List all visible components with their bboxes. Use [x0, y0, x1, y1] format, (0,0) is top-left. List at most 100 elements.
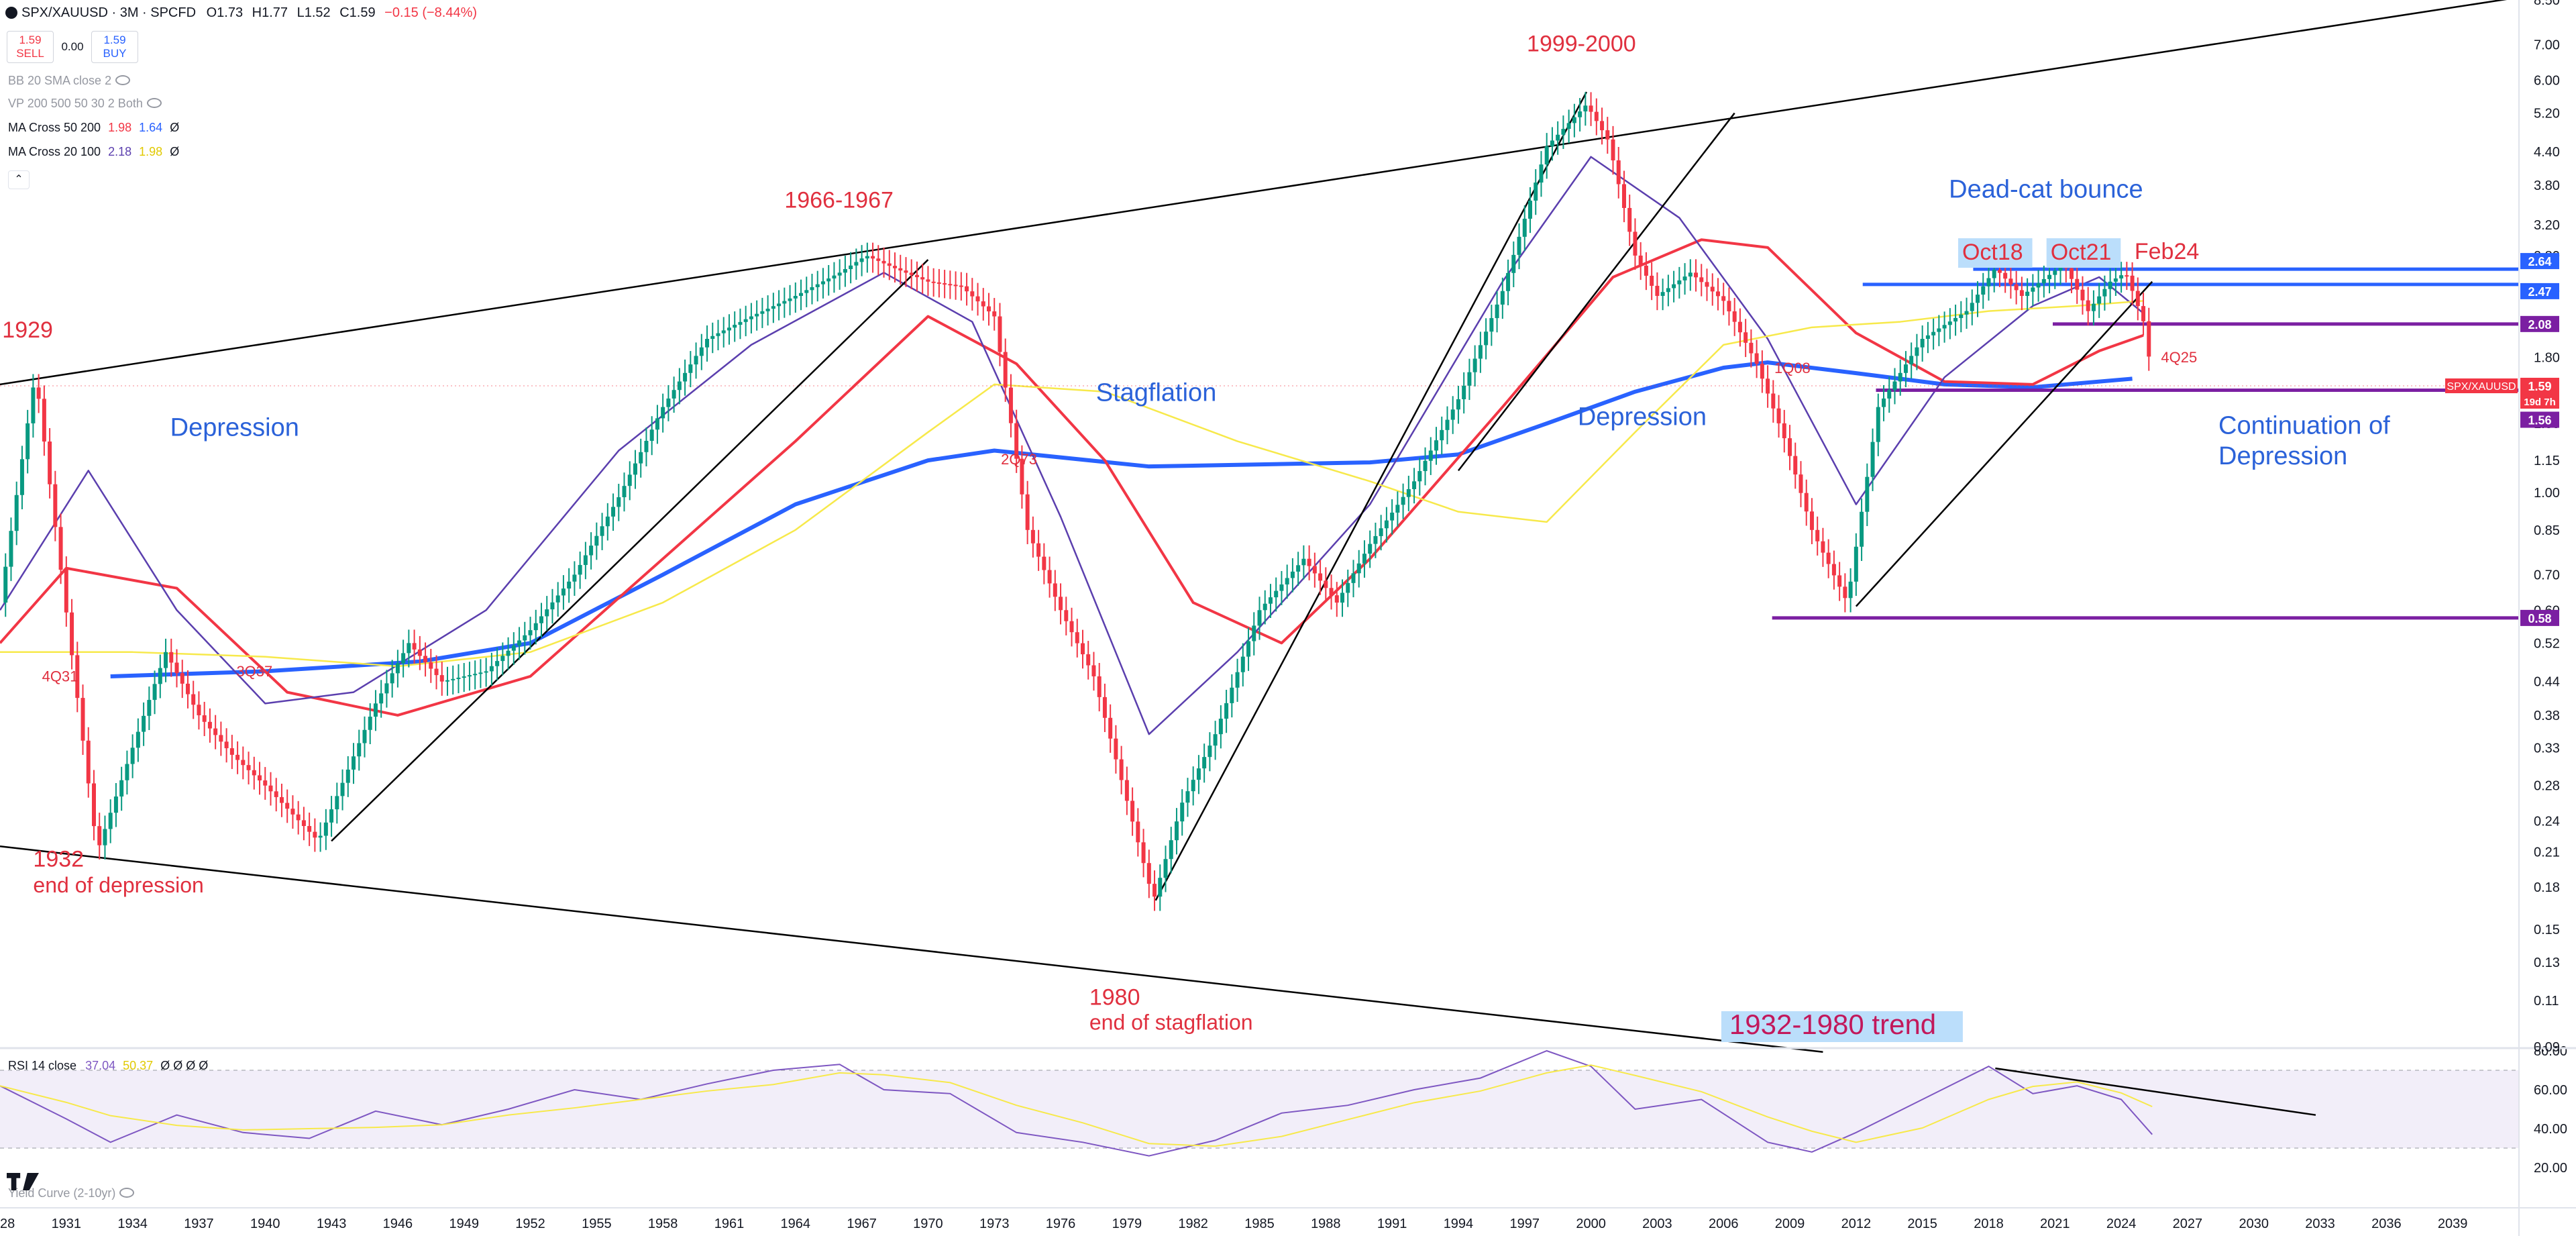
candle: [318, 835, 323, 838]
rsi-line: [0, 1049, 2153, 1157]
candle: [478, 672, 483, 674]
spread-value: 0.00: [61, 40, 84, 53]
indicator-ma1-value-3: Ø: [170, 121, 180, 134]
trend-label: 1932-1980 trend: [1729, 1009, 1936, 1040]
candle: [965, 286, 969, 292]
candle: [1423, 460, 1428, 472]
candle: [1903, 364, 1908, 373]
candle: [1589, 105, 1593, 112]
price-label: 19d 7h: [2524, 397, 2556, 408]
candle: [1495, 304, 1499, 319]
candle: [246, 765, 251, 770]
candle: [793, 295, 798, 299]
candle: [191, 694, 196, 705]
candle: [1290, 571, 1295, 578]
candle: [279, 796, 284, 803]
candle: [3, 566, 8, 603]
sell-button[interactable]: 1.59 SELL: [7, 31, 54, 63]
candle: [633, 463, 637, 475]
candle: [258, 775, 262, 781]
candle: [1102, 697, 1107, 718]
candle: [2091, 303, 2096, 311]
candle: [865, 256, 869, 259]
indicator-bb-label: BB 20 SMA close 2: [8, 74, 112, 87]
candle: [158, 668, 162, 684]
eye-icon[interactable]: [115, 75, 131, 85]
candle: [290, 809, 295, 815]
candle: [185, 683, 190, 694]
y-tick-label: 0.85: [2534, 523, 2560, 538]
x-tick-label: 1931: [52, 1217, 82, 1231]
candle: [136, 731, 140, 748]
y-tick-label: 0.70: [2534, 568, 2560, 582]
candle: [1583, 105, 1588, 112]
candle: [898, 268, 903, 271]
candle: [1075, 632, 1079, 643]
candle: [53, 484, 58, 527]
price-label: 2.64: [2528, 255, 2551, 268]
indicator-vp[interactable]: VP 200 500 50 30 2 Both: [8, 97, 162, 111]
candle: [1826, 552, 1831, 564]
candle: [1616, 160, 1621, 185]
candle: [152, 684, 157, 701]
y-tick-label: 0.13: [2534, 956, 2560, 970]
candle: [981, 301, 985, 307]
candle: [1136, 821, 1140, 843]
eye-icon[interactable]: [119, 1188, 135, 1198]
candle: [1379, 528, 1383, 536]
candle: [688, 364, 693, 373]
candle: [511, 646, 516, 651]
candle: [1600, 121, 1605, 131]
candle: [909, 272, 914, 275]
indicator-ma2-label: MA Cross 20 100: [8, 145, 101, 158]
candle: [1992, 270, 1996, 278]
x-tick-label: 2021: [2040, 1217, 2070, 1231]
candle: [1799, 474, 1803, 493]
candle: [1218, 719, 1223, 735]
candle: [407, 643, 411, 654]
x-tick-label: 2009: [1775, 1217, 1805, 1231]
candle: [119, 780, 124, 797]
candle: [1920, 338, 1925, 348]
candle: [1715, 291, 1720, 297]
annotation: 2Q73: [1001, 451, 1037, 468]
candle: [48, 442, 52, 484]
candle: [1572, 117, 1576, 123]
candle: [881, 260, 886, 264]
indicator-ma-cross-20-100[interactable]: MA Cross 20 100 2.18 1.98 Ø: [8, 145, 179, 159]
candle: [1534, 183, 1538, 201]
candle: [622, 486, 627, 497]
candle: [2135, 291, 2140, 307]
trendlines[interactable]: [0, 0, 2519, 1053]
indicator-ma-cross-50-200[interactable]: MA Cross 50 200 1.98 1.64 Ø: [8, 121, 179, 135]
indicator-yield-curve[interactable]: Yield Curve (2-10yr): [8, 1186, 135, 1200]
candle: [1511, 254, 1516, 273]
candle: [2075, 278, 2080, 290]
candle: [1163, 859, 1168, 878]
x-tick-label: 1961: [714, 1217, 745, 1231]
eye-icon[interactable]: [146, 98, 162, 108]
candle: [263, 780, 268, 786]
candle: [589, 546, 594, 556]
candle: [1837, 575, 1842, 587]
candle: [2031, 287, 2035, 292]
candle: [1307, 558, 1311, 566]
horizontal-levels[interactable]: [0, 267, 2519, 620]
indicator-bb[interactable]: BB 20 SMA close 2: [8, 74, 131, 88]
series-line-ma-200: [110, 360, 2133, 678]
indicator-rsi[interactable]: RSI 14 close 37.04 50.37 Ø Ø Ø Ø: [8, 1059, 208, 1073]
candle: [567, 581, 572, 589]
candle: [1086, 654, 1091, 666]
buy-button[interactable]: 1.59 BUY: [91, 31, 138, 63]
candle: [213, 728, 218, 735]
annotation: Dead-cat bounce: [1949, 176, 2143, 204]
candle: [495, 661, 500, 666]
candle: [1788, 438, 1792, 456]
candle: [1472, 358, 1477, 372]
candle: [2047, 274, 2052, 279]
candle: [489, 666, 494, 672]
price-label-bg: [2520, 392, 2559, 409]
collapse-indicators-button[interactable]: ⌃: [8, 170, 30, 189]
